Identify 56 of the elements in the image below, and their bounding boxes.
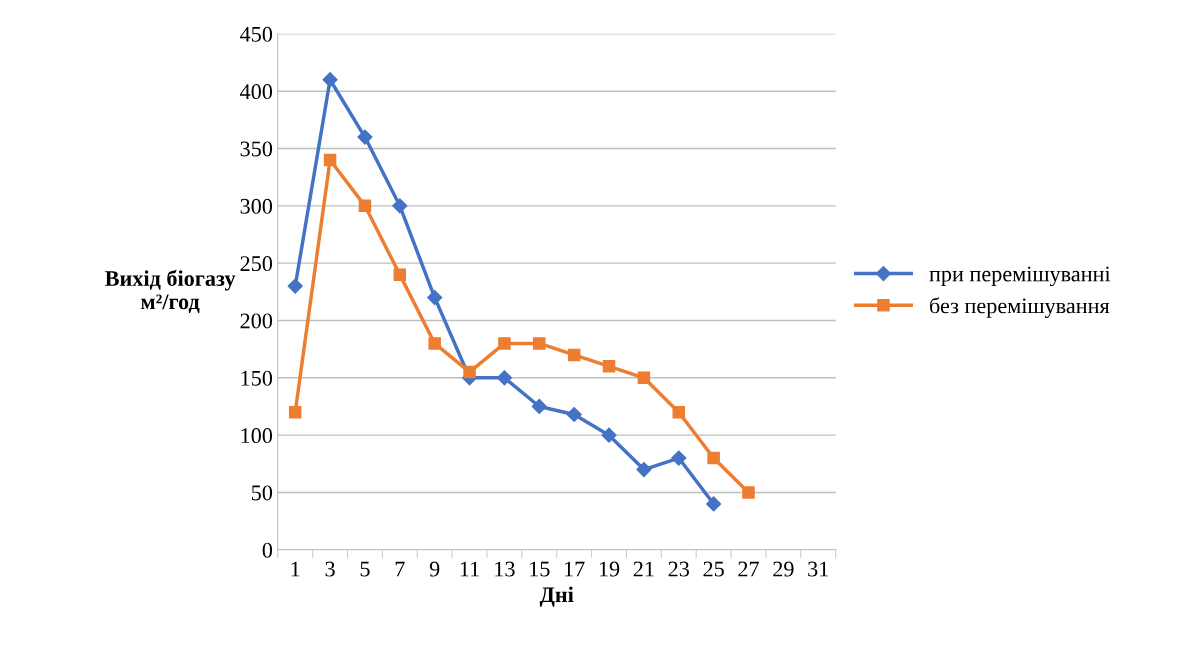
y-tick-label: 200 <box>240 313 273 329</box>
x-tick-label: 7 <box>395 561 405 577</box>
point <box>672 405 686 419</box>
point <box>393 268 407 281</box>
point <box>496 370 512 386</box>
point <box>637 371 651 385</box>
point <box>463 365 476 379</box>
point <box>602 360 616 373</box>
point <box>357 129 373 145</box>
x-tick-label: 11 <box>460 561 479 577</box>
legend-label: без перемішування <box>930 297 1110 318</box>
y-tick-label: 150 <box>241 370 273 386</box>
x-tick-label: 1 <box>291 561 300 577</box>
x-tick-label: 15 <box>530 561 550 577</box>
y-tick-label: 400 <box>240 84 273 100</box>
point <box>706 496 722 512</box>
legend-label: при перемішуванні <box>929 266 1111 287</box>
point <box>427 289 443 306</box>
x-tick-label: 21 <box>633 561 654 577</box>
point <box>636 461 652 478</box>
point <box>392 198 408 214</box>
x-tick-label: 27 <box>738 561 759 577</box>
point <box>742 486 755 499</box>
y-tick-label: 50 <box>251 485 273 501</box>
point <box>498 337 511 350</box>
x-tick-label: 5 <box>360 561 370 577</box>
y-tick-label: 300 <box>240 198 273 214</box>
x-tick-label: 9 <box>429 561 440 577</box>
point <box>358 199 372 213</box>
point <box>567 348 581 362</box>
y-tick-label: 450 <box>240 26 273 42</box>
y-tick-label: 250 <box>240 256 273 272</box>
point <box>428 337 441 350</box>
x-tick-label: 17 <box>565 561 585 577</box>
y-tick-label: 0 <box>262 542 273 558</box>
point <box>671 450 687 466</box>
y-tick-label: 350 <box>240 141 273 157</box>
point <box>322 72 338 88</box>
x-tick-label: 25 <box>703 561 724 577</box>
x-tick-label: 29 <box>773 561 794 577</box>
y-tick-label: 100 <box>241 428 273 444</box>
point <box>287 278 303 294</box>
x-axis-title: Дні <box>539 586 574 607</box>
point <box>566 406 582 423</box>
x-tick-label: 3 <box>325 561 335 577</box>
x-tick-label: 13 <box>495 561 515 577</box>
point <box>531 398 547 415</box>
point <box>323 153 337 167</box>
y-axis-title: Вихід біогазу м²/год <box>105 269 236 313</box>
point <box>533 337 546 350</box>
x-tick-label: 31 <box>808 561 829 577</box>
x-tick-label: 23 <box>668 561 689 577</box>
point <box>288 405 302 419</box>
x-tick-label: 19 <box>599 561 620 577</box>
point <box>707 451 720 465</box>
point <box>601 427 617 443</box>
